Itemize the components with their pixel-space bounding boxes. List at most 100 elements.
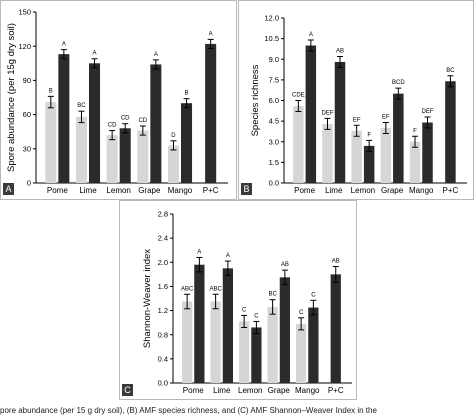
bar <box>267 306 278 383</box>
bar <box>167 145 179 183</box>
bar <box>445 81 456 183</box>
y-tick-label: 0 <box>27 179 31 188</box>
y-tick-label: 30 <box>23 144 31 153</box>
significance-letter: D <box>171 133 176 139</box>
y-axis-label: Species richness <box>250 64 261 136</box>
panel-tag-box <box>122 384 133 396</box>
y-tick-label: 9.0 <box>269 55 279 64</box>
panel-tag-box <box>3 183 14 195</box>
y-tick-label: 0.0 <box>269 179 279 188</box>
significance-letter: C <box>311 292 316 298</box>
significance-letter: BC <box>446 68 455 74</box>
x-category-label: Lime <box>213 386 231 395</box>
bar <box>150 64 162 183</box>
significance-letter: C <box>254 313 259 319</box>
significance-letter: DEF <box>422 109 434 115</box>
bar <box>409 141 421 183</box>
bar <box>194 264 205 383</box>
bar <box>119 128 131 183</box>
y-tick-label: 120 <box>18 42 31 51</box>
significance-letter: F <box>367 132 371 138</box>
bar <box>181 301 193 383</box>
significance-letter: CD <box>121 116 130 122</box>
significance-letter: DEF <box>322 110 334 116</box>
x-category-label: Grape <box>268 386 291 395</box>
bar <box>363 145 375 183</box>
x-category-label: Grape <box>138 186 161 195</box>
chart-panel-c: 0.0 0.4 0.8 1.2 1.6 2.0 2.4 2.8 Shannon-Weaver i… <box>119 200 357 400</box>
bar <box>210 301 221 383</box>
bar <box>45 102 57 183</box>
bar <box>305 45 317 183</box>
bar <box>89 63 101 183</box>
x-category-label: Pome <box>294 186 315 195</box>
significance-letter: C <box>299 310 304 316</box>
y-axis-label: Spore abundance (per 15g dry soil) <box>6 23 17 172</box>
figure-caption: pore abundance (per 15 g dry soil), (B) … <box>0 406 377 415</box>
significance-letter: BC <box>268 292 277 298</box>
significance-letter: B <box>49 88 53 94</box>
x-category-label: Mango <box>295 386 320 395</box>
significance-letter: A <box>154 52 158 58</box>
bar <box>293 106 304 183</box>
significance-letter: AB <box>281 262 289 268</box>
significance-letter: CD <box>138 118 147 124</box>
significance-letter: F <box>413 128 417 134</box>
y-tick-label: 1.2 <box>158 306 168 315</box>
significance-letter: ABC <box>181 286 194 292</box>
bar <box>106 135 118 183</box>
bar <box>75 116 87 183</box>
significance-letter: EF <box>353 117 361 123</box>
significance-letter: CDE <box>292 93 305 99</box>
chart-panel-b: 0.0 1.5 3.0 4.5 6.0 7.5 9.0 10.5 12.0 Species ric… <box>238 0 474 200</box>
bar <box>251 327 262 383</box>
bar <box>222 268 234 383</box>
significance-letter: EF <box>382 115 390 121</box>
x-category-label: Lemon <box>106 186 130 195</box>
significance-letter: A <box>309 32 313 38</box>
x-category-label: P+C <box>443 186 459 195</box>
y-tick-label: 1.5 <box>269 158 279 167</box>
significance-letter: A <box>93 51 97 57</box>
y-tick-label: 150 <box>18 8 31 17</box>
significance-letter: AB <box>336 49 344 55</box>
significance-letter: A <box>197 249 201 255</box>
significance-letter: A <box>62 42 66 48</box>
panel-tag-box <box>241 183 252 195</box>
significance-letter: A <box>209 31 213 37</box>
panel-frame <box>0 0 237 200</box>
panel-frame <box>119 200 357 400</box>
y-tick-label: 0.4 <box>158 354 168 363</box>
panel-tag: A <box>5 184 11 194</box>
x-category-label: Lemon <box>351 186 375 195</box>
y-axis-label: Shannon-Weaver index <box>142 249 153 348</box>
y-tick-label: 2.8 <box>158 210 168 219</box>
y-tick-label: 3.0 <box>269 137 279 146</box>
bar <box>58 54 70 184</box>
bar <box>181 103 193 183</box>
y-tick-label: 7.5 <box>269 75 279 84</box>
bar <box>330 274 341 383</box>
bar <box>308 307 319 383</box>
x-category-label: Pome <box>183 386 204 395</box>
x-category-label: Mango <box>409 186 434 195</box>
bar <box>334 62 346 183</box>
x-category-label: Lemon <box>238 386 262 395</box>
x-category-label: Lime <box>79 186 97 195</box>
bar <box>205 43 217 183</box>
y-tick-label: 6.0 <box>269 96 279 105</box>
panel-tag: B <box>243 184 249 194</box>
y-tick-label: 1.6 <box>158 282 168 291</box>
y-tick-label: 2.4 <box>158 234 168 243</box>
bar <box>380 128 392 183</box>
bar <box>137 130 149 183</box>
significance-letter: BC <box>77 103 86 109</box>
significance-letter: AB <box>332 259 340 265</box>
panel-tag: C <box>124 385 131 395</box>
y-tick-label: 60 <box>23 110 31 119</box>
bar <box>279 277 291 383</box>
x-category-label: Lime <box>325 186 343 195</box>
y-tick-label: 0.0 <box>158 379 168 388</box>
y-tick-label: 0.8 <box>158 330 168 339</box>
